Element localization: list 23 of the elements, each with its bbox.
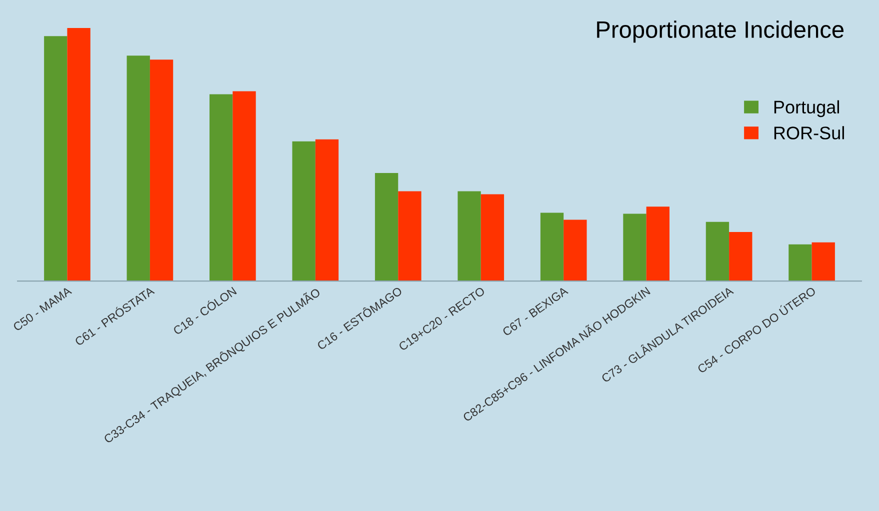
bar <box>210 94 233 282</box>
bar <box>126 56 150 282</box>
bar <box>44 36 68 282</box>
bar <box>315 139 339 282</box>
bar <box>646 206 670 282</box>
bar <box>292 141 316 282</box>
bar <box>374 172 398 282</box>
chart-title: Proportionate Incidence <box>597 20 844 43</box>
legend-label: ROR-Sul <box>774 126 844 140</box>
bar <box>564 220 587 282</box>
bar <box>623 214 646 282</box>
bar <box>706 222 730 282</box>
bar <box>540 212 564 282</box>
bar <box>67 28 90 282</box>
bar <box>232 91 256 282</box>
bar <box>729 232 752 282</box>
bar <box>150 60 174 282</box>
legend-label: Portugal <box>774 100 839 118</box>
bar <box>480 194 504 282</box>
bar <box>458 191 481 282</box>
bar <box>812 242 835 282</box>
bar <box>788 244 812 282</box>
bar <box>398 191 422 282</box>
